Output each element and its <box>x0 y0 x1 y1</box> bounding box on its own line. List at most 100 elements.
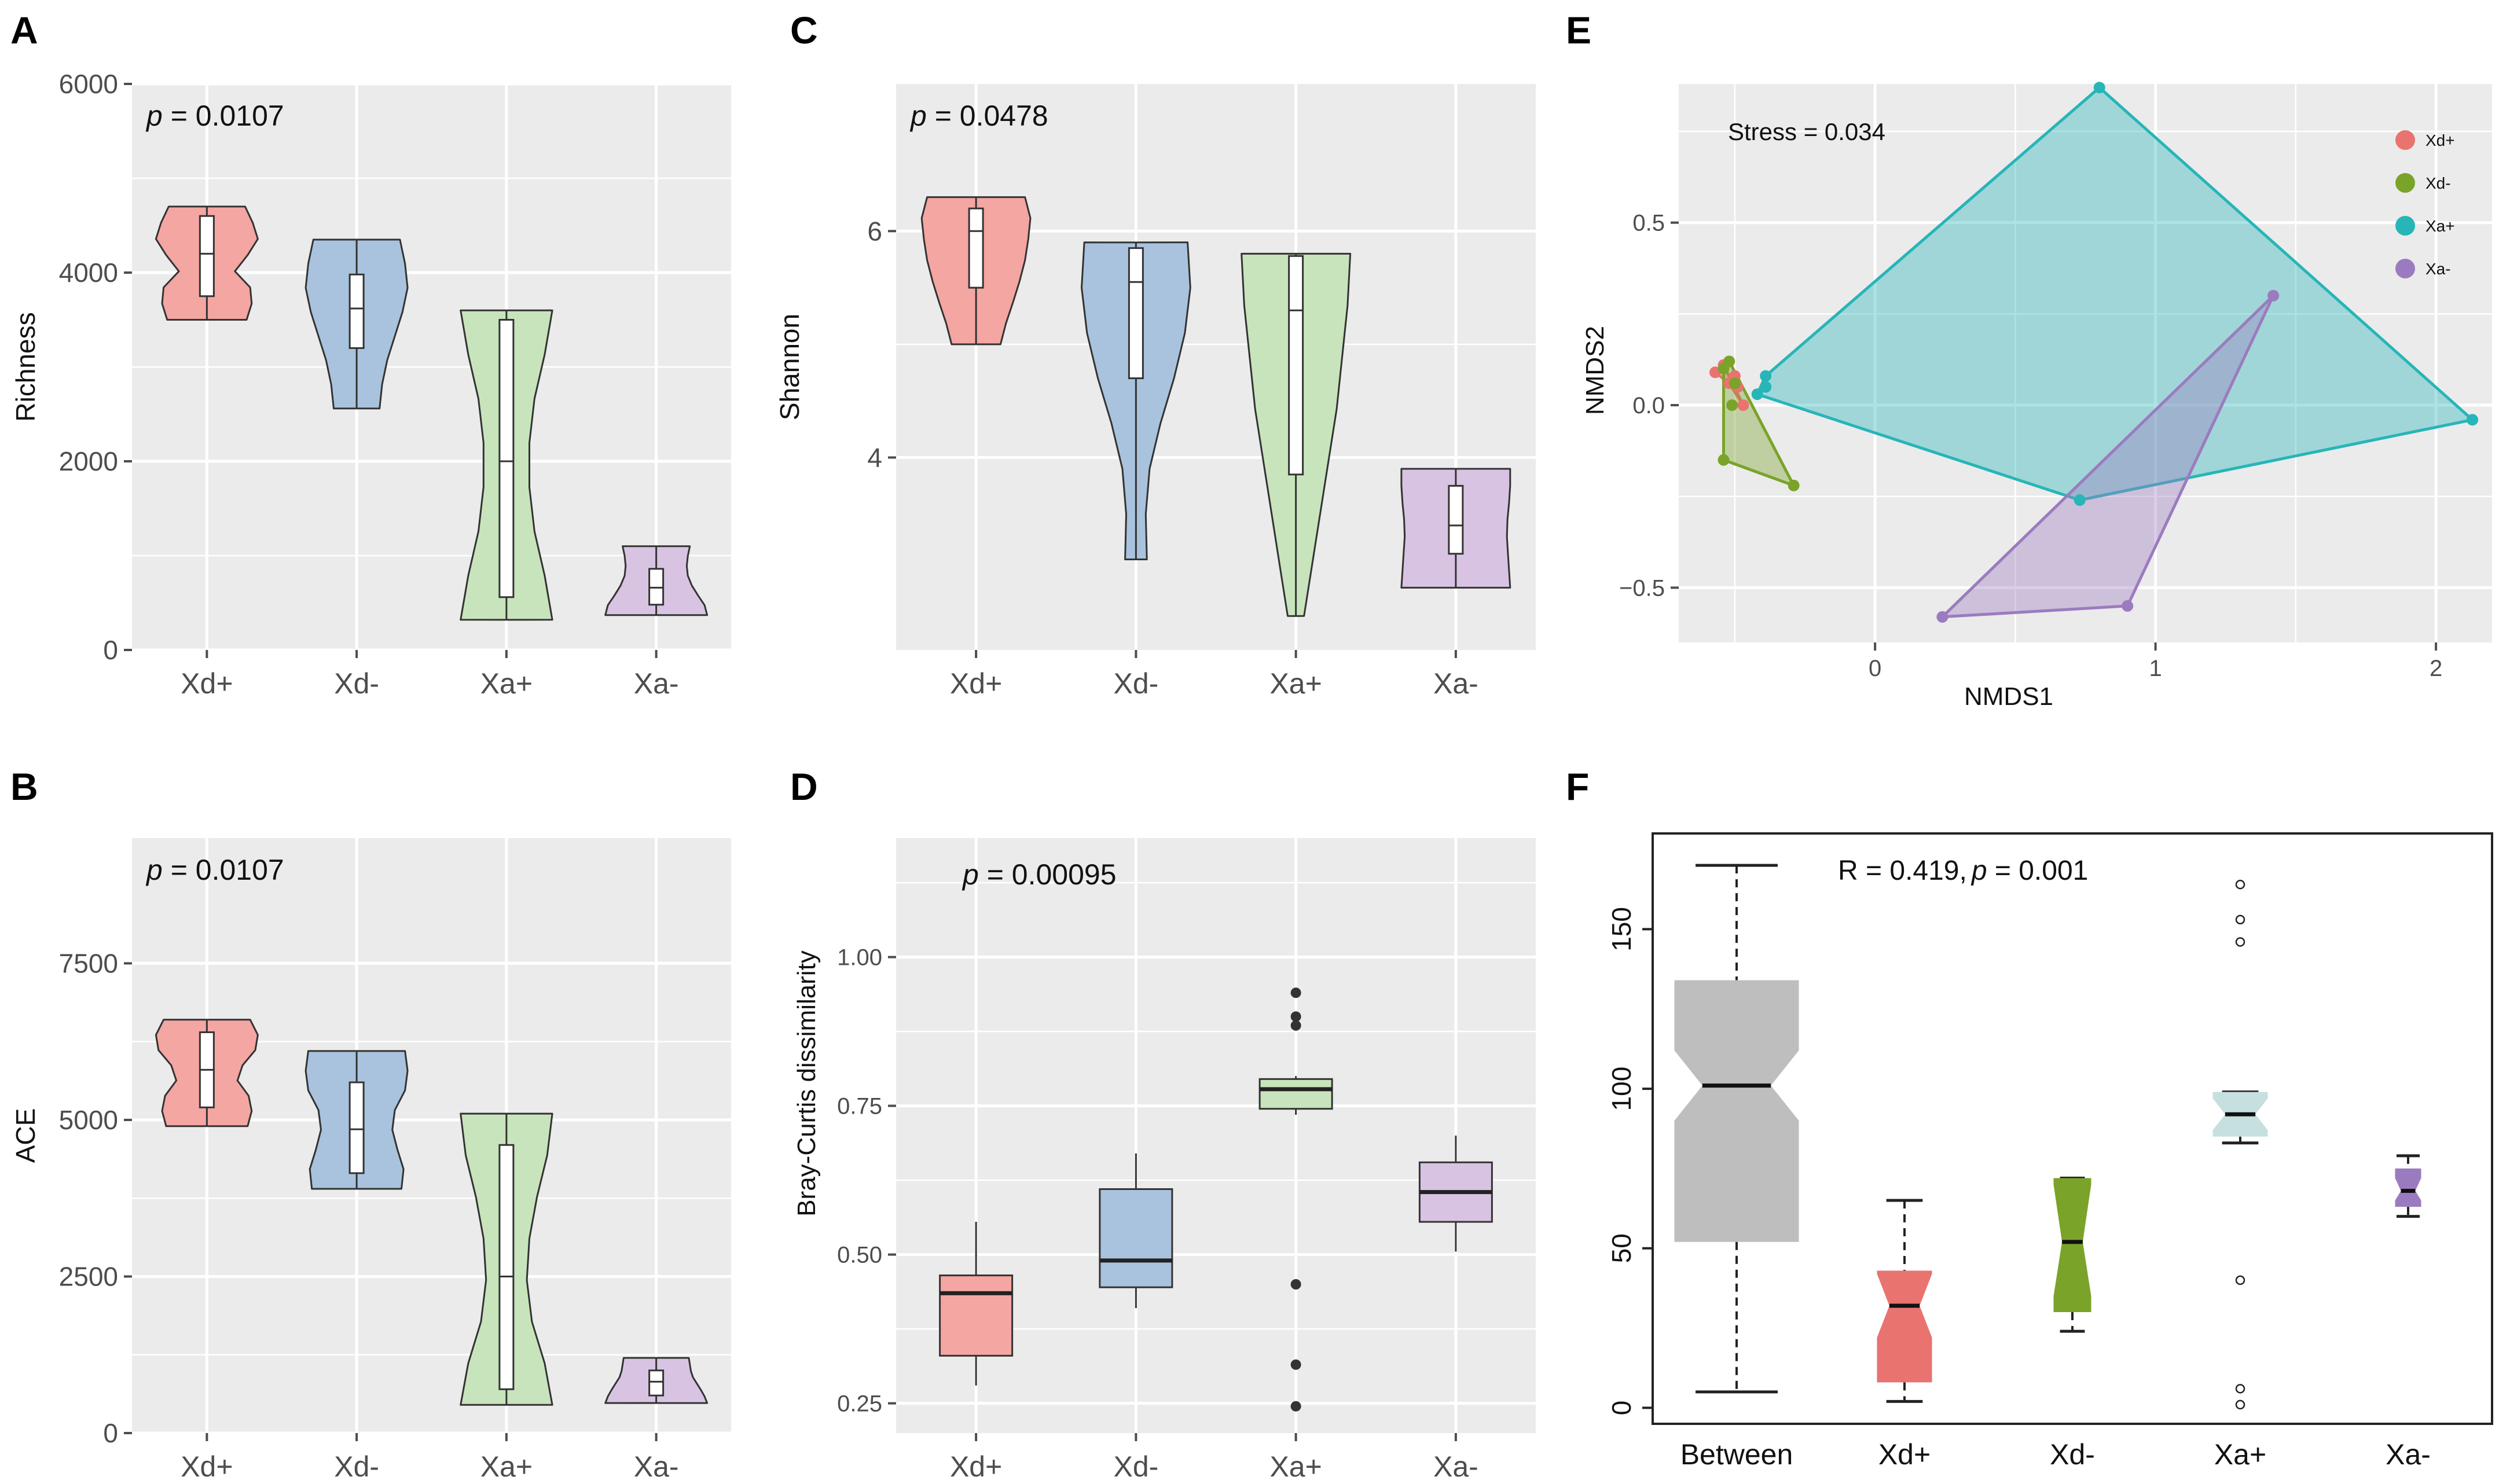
stress-annotation: Stress = 0.034 <box>1728 118 1885 145</box>
box-Xd- <box>1099 1188 1173 1288</box>
point-Xd- <box>1729 377 1741 390</box>
point-Xa- <box>1936 611 1948 623</box>
x-axis-label: NMDS1 <box>1964 682 2053 711</box>
x-tick-label-Xd+: Xd+ <box>181 667 233 700</box>
inner-box <box>348 1081 365 1174</box>
inner-box <box>1288 255 1304 476</box>
x-tick-label-Between: Between <box>1680 1438 1793 1471</box>
x-tick-label: 1 <box>2149 656 2162 681</box>
point-Xa- <box>2122 600 2134 612</box>
outlier-point <box>2235 1399 2245 1410</box>
legend-swatch-Xa+ <box>2395 216 2415 236</box>
x-tick-label-Xd-: Xd- <box>1113 667 1158 700</box>
outlier-point <box>2235 1275 2245 1285</box>
y-tick-label: 7500 <box>59 948 118 978</box>
p-italic: p <box>962 858 979 891</box>
inner-box <box>498 319 515 598</box>
y-tick-label: 100 <box>1606 1067 1636 1111</box>
point-Xd- <box>1788 479 1800 491</box>
y-tick-label: 0.50 <box>837 1243 882 1268</box>
p-value: = 0.0478 <box>927 100 1048 132</box>
panel-a-richness: 0 2000 4000 6000 Xd+ Xd- Xa+ Xa-p = 0.0107 Richn… <box>10 69 731 700</box>
y-tick-label: 1.00 <box>837 945 882 971</box>
point-Xa+ <box>2074 494 2086 506</box>
panel-letter-c: C <box>790 9 818 52</box>
p-italic: p <box>1970 855 1987 886</box>
panel-f-anosim: 0 50 100 150 Between Xd+ Xd- Xa+ Xa- R = 0.419, p … <box>1606 832 2493 1471</box>
x-tick-label-Xa-: Xa- <box>1433 667 1478 700</box>
legend-label-Xd+: Xd+ <box>2425 131 2455 149</box>
r-value: 0.419, <box>1889 855 1966 886</box>
y-tick-label: 0.25 <box>837 1391 882 1417</box>
y-tick-label: 2000 <box>59 446 118 476</box>
p-italic: p <box>145 854 163 886</box>
legend-swatch-Xd+ <box>2395 130 2415 150</box>
x-tick-label-Xd+: Xd+ <box>181 1450 233 1483</box>
y-tick-label: 0 <box>1606 1401 1636 1416</box>
panel-letter-d: D <box>790 765 818 808</box>
p-value: = 0.0107 <box>163 100 284 132</box>
x-tick-label: 0 <box>1869 656 1881 681</box>
p-value-annotation: p = 0.0107 <box>145 854 284 886</box>
x-tick-label-Xa-: Xa- <box>634 667 679 700</box>
y-tick-label: 0.75 <box>837 1094 882 1119</box>
outlier-point <box>2235 937 2245 947</box>
x-tick-label-Xd-: Xd- <box>1113 1450 1158 1483</box>
notched-box-Xd- <box>2053 1178 2091 1313</box>
point-Xa+ <box>1751 388 1763 401</box>
panel-letter-a: A <box>10 9 38 52</box>
legend-swatch-Xa- <box>2395 259 2415 278</box>
box-Xa+ <box>1258 1078 1333 1110</box>
panel-letter-e: E <box>1566 9 1591 52</box>
y-tick-label: 4 <box>867 442 882 472</box>
y-axis-label: Richness <box>10 312 41 421</box>
x-tick-label: 2 <box>2430 656 2442 681</box>
outlier-point <box>1290 987 1301 998</box>
p-italic: p <box>145 100 163 132</box>
point-Xa+ <box>2467 414 2479 426</box>
outlier-point <box>2235 879 2245 890</box>
outlier-point <box>1290 1401 1301 1412</box>
y-tick-label: 150 <box>1606 907 1636 952</box>
outlier-point <box>2235 1384 2245 1394</box>
y-tick-label: 2500 <box>59 1261 118 1291</box>
r-label: R = <box>1838 855 1889 886</box>
y-tick-label: 6 <box>867 216 882 246</box>
legend-label-Xa+: Xa+ <box>2425 217 2455 235</box>
panel-b-ace: 0 2500 5000 7500 Xd+ Xd- Xa+ Xa-p = 0.0107 ACE <box>10 838 731 1483</box>
x-tick-label-Xa+: Xa+ <box>480 667 533 700</box>
y-tick-label: 4000 <box>59 258 118 288</box>
x-tick-label-Xa+: Xa+ <box>2214 1438 2266 1471</box>
point-Xa+ <box>1760 381 1772 393</box>
x-tick-label-Xd-: Xd- <box>334 667 379 700</box>
x-tick-label-Xa-: Xa- <box>2386 1438 2431 1471</box>
plot-area-B <box>132 838 731 1433</box>
x-tick-label-Xa+: Xa+ <box>1269 1450 1322 1483</box>
x-tick-label-Xa-: Xa- <box>634 1450 679 1483</box>
notched-box-Xd+ <box>1877 1270 1932 1383</box>
notched-box-Between <box>1674 980 1799 1242</box>
x-tick-label-Xa-: Xa- <box>1433 1450 1478 1483</box>
hull-Xa- <box>1940 294 2275 619</box>
legend-label-Xa-: Xa- <box>2425 260 2451 278</box>
y-tick-label: 0.5 <box>1632 211 1665 236</box>
x-tick-label-Xd-: Xd- <box>334 1450 379 1483</box>
inner-box <box>968 207 984 289</box>
inner-box <box>498 1144 515 1390</box>
y-tick-label: 0 <box>103 635 118 665</box>
legend-swatch-Xd- <box>2395 173 2415 193</box>
y-tick-label: 50 <box>1606 1233 1636 1263</box>
point-Xa+ <box>2093 82 2105 94</box>
x-tick-label-Xd+: Xd+ <box>950 667 1002 700</box>
p-value: = 0.001 <box>1987 855 2089 886</box>
panel-d-bray-curtis: 0.25 0.50 0.75 1.00 Xd+ Xd- Xa+ Xa-p = 0.00095 B… <box>792 838 1536 1483</box>
point-Xd+ <box>1737 399 1749 412</box>
hull-Xa+ <box>1756 86 2474 502</box>
plot-area-E <box>1679 84 2492 642</box>
outlier-point <box>1290 1359 1301 1370</box>
point-Xd- <box>1726 399 1738 412</box>
x-tick-label-Xd+: Xd+ <box>950 1450 1002 1483</box>
y-tick-label: −0.5 <box>1619 575 1665 601</box>
panel-letter-f: F <box>1566 765 1589 808</box>
x-tick-label-Xa+: Xa+ <box>480 1450 533 1483</box>
